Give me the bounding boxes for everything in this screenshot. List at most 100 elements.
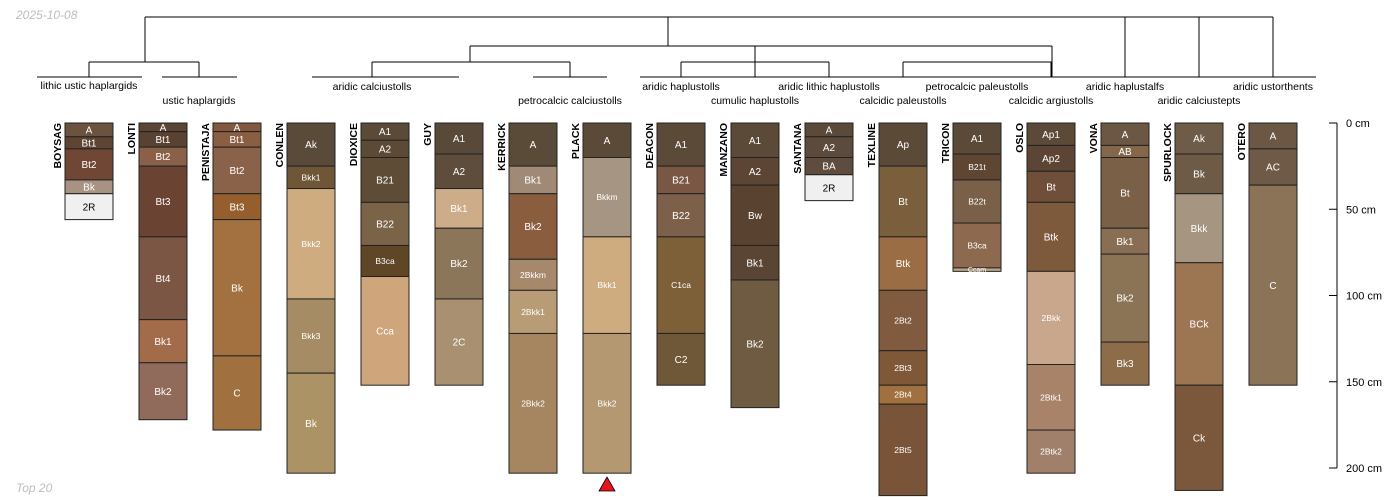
horizon — [1100, 157, 1150, 229]
profile-name: OSLO — [1014, 123, 1026, 153]
profile-plack: A Bkkm Bkk1 Bkk2 PLACK — [570, 122, 632, 492]
horizon-label: C1ca — [671, 280, 691, 290]
horizon-label: C2 — [675, 355, 688, 366]
profile-name: DIOXICE — [348, 123, 360, 166]
horizon-label: B21 — [376, 176, 394, 187]
horizon — [1174, 384, 1224, 491]
horizon — [64, 193, 114, 221]
axis-tick-label: 150 cm — [1346, 377, 1382, 389]
profile-vona: A AB Bt Bk1 Bk2 Bk3 VONA — [1088, 122, 1150, 386]
horizon — [878, 165, 928, 238]
profile-texline: Ap Bt Btk 2Bt2 2Bt3 2Bt4 2Bt5 TEXLINE — [866, 122, 928, 497]
horizon-label: Bkkm — [596, 192, 617, 202]
horizon — [1100, 227, 1150, 255]
horizon — [582, 122, 632, 158]
horizon-label: Bw — [748, 211, 763, 222]
horizon-label: Bk2 — [524, 222, 542, 233]
horizon-label: Bt2 — [229, 166, 244, 177]
horizon-label: Bt — [1120, 188, 1130, 199]
horizon — [804, 174, 854, 202]
horizon-label: A2 — [453, 167, 466, 178]
horizon — [878, 236, 928, 291]
horizon-label: A — [160, 123, 167, 134]
horizon-label: C — [1269, 281, 1276, 292]
group-label: petrocalcic paleustolls — [926, 81, 1029, 93]
dendrogram — [37, 16, 1316, 78]
horizon — [582, 157, 632, 238]
horizon-label: Bk — [231, 283, 244, 294]
horizon — [212, 193, 262, 221]
footer-label: Top 20 — [16, 481, 53, 495]
horizon-label: A — [604, 136, 611, 147]
profile-name: VONA — [1088, 123, 1100, 154]
horizon — [138, 362, 188, 421]
horizon-label: Bkk2 — [302, 239, 321, 249]
horizon-label: B22t — [968, 197, 986, 207]
horizon — [360, 244, 410, 278]
profile-name: SANTANA — [792, 123, 804, 174]
horizon-label: Bkk2 — [598, 398, 617, 408]
horizon — [212, 219, 262, 357]
horizon-label: A — [86, 126, 93, 137]
horizon-label: B21t — [968, 162, 986, 172]
profile-name: SPURLOCK — [1162, 123, 1174, 182]
horizon-label: A2 — [749, 167, 762, 178]
horizon — [1174, 122, 1224, 155]
horizon-label: C — [233, 389, 240, 400]
group-label: aridic calciustepts — [1158, 95, 1241, 107]
horizon-label: BA — [822, 162, 836, 173]
profile-name: DEACON — [644, 123, 656, 169]
profile-otero: A AC C OTERO — [1236, 122, 1298, 386]
horizon-label: Bk2 — [746, 339, 764, 350]
profile-name: OTERO — [1236, 123, 1248, 160]
horizon-label: BCk — [1190, 320, 1210, 331]
profile-conlen: Ak Bkk1 Bkk2 Bkk3 Bk CONLEN — [274, 122, 336, 474]
horizon-label: Bk — [83, 182, 96, 193]
horizon-label: Bt2 — [81, 160, 96, 171]
horizon-label: Ap1 — [1042, 130, 1060, 141]
horizon-label: 2R — [823, 183, 836, 194]
horizon — [508, 193, 558, 260]
horizon-label: B22 — [376, 220, 394, 231]
profile-spurlock: Ak Bk Bkk BCk Ck SPURLOCK — [1162, 122, 1224, 491]
profile-kerrick: A Bk1 Bk2 2Bkkm 2Bkk1 2Bkk2 KERRICK — [496, 122, 558, 474]
horizon-label: AC — [1266, 163, 1280, 174]
horizon-label: B3ca — [375, 256, 395, 266]
horizon — [878, 122, 928, 167]
horizon — [360, 157, 410, 203]
horizon-label: Cca — [376, 326, 394, 337]
profile-name: TRICON — [940, 123, 952, 163]
horizon — [212, 355, 262, 431]
horizon — [1248, 184, 1298, 386]
horizon — [138, 319, 188, 364]
profile-name: PLACK — [570, 123, 582, 160]
depth-axis: 0 cm 50 cm 100 cm 150 cm 200 cm — [1329, 118, 1382, 475]
horizon-label: A — [1122, 130, 1129, 141]
date-stamp: 2025-10-08 — [16, 8, 78, 22]
horizon — [1026, 270, 1076, 366]
horizon-label: A — [530, 140, 537, 151]
horizon-label: Bt3 — [155, 197, 170, 208]
profile-manzano: A1 A2 Bw Bk1 Bk2 MANZANO — [718, 122, 780, 409]
horizon-label: AB — [1118, 147, 1132, 158]
horizon — [508, 289, 558, 334]
horizon-label: Ap — [897, 140, 910, 151]
horizon-label: Bk1 — [450, 204, 468, 215]
horizon — [878, 403, 928, 497]
axis-tick-label: 0 cm — [1346, 118, 1370, 130]
horizon-label: Bkk1 — [302, 172, 321, 182]
horizon-label: Bk2 — [450, 259, 468, 270]
horizon — [952, 267, 1002, 272]
horizon-label: 2Bt4 — [894, 390, 912, 400]
group-label: ustic haplargids — [163, 95, 236, 107]
horizon-label: 2Btk1 — [1040, 392, 1062, 402]
horizon-label: Bk1 — [524, 176, 542, 187]
horizon — [1026, 364, 1076, 431]
horizon — [656, 332, 706, 386]
horizon-label: Btk — [1044, 232, 1059, 243]
horizon — [952, 153, 1002, 181]
profile-santana: A A2 BA 2R SANTANA — [792, 122, 854, 202]
